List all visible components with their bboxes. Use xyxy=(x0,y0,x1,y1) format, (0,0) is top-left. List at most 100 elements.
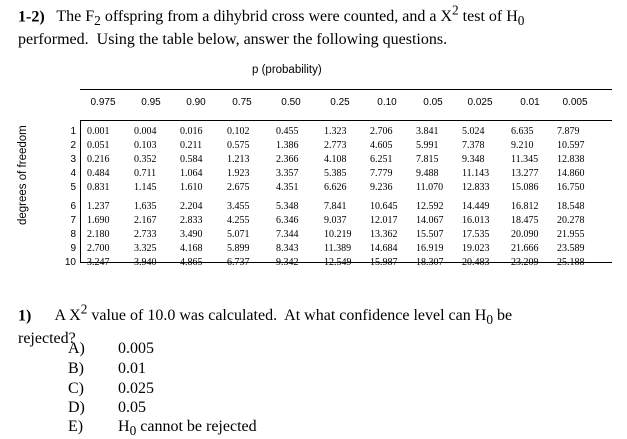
column-header: 0.05 xyxy=(423,97,443,108)
table-cell: 16.919 xyxy=(416,243,444,254)
table-cell: 0.575 xyxy=(227,140,250,151)
table-cell: 4.168 xyxy=(180,243,203,254)
table-cell: 25.188 xyxy=(557,257,585,268)
table-cell: 14.684 xyxy=(370,243,398,254)
question-number: 1) xyxy=(18,307,32,325)
question-1: 1) A X2 value of 10.0 was calculated. At… xyxy=(18,301,618,348)
table-cell: 16.812 xyxy=(511,201,539,212)
table-cell: 0.004 xyxy=(134,126,157,137)
table-cell: 2.700 xyxy=(87,243,110,254)
table-cell: 0.051 xyxy=(87,140,110,151)
table-cell: 18.548 xyxy=(557,201,585,212)
df-label: 5 xyxy=(70,182,76,193)
table-cell: 3.490 xyxy=(180,229,203,240)
table-cell: 9.342 xyxy=(276,257,299,268)
option-text[interactable]: 0.05 xyxy=(118,399,146,416)
table-cell: 5.899 xyxy=(227,243,250,254)
table-cell: 21.955 xyxy=(557,229,585,240)
table-cell: 0.102 xyxy=(227,126,250,137)
table-cell: 7.815 xyxy=(416,154,439,165)
table-cell: 10.645 xyxy=(370,201,398,212)
table-cell: 23.209 xyxy=(511,257,539,268)
option-letter[interactable]: B) xyxy=(68,360,84,377)
table-cell: 16.750 xyxy=(557,182,585,193)
column-header: 0.025 xyxy=(467,97,493,108)
table-cell: 9.236 xyxy=(370,182,393,193)
column-header: 0.90 xyxy=(186,97,206,108)
table-cell: 2.675 xyxy=(227,182,250,193)
table-cell: 12.549 xyxy=(324,257,352,268)
table-cell: 9.210 xyxy=(511,140,534,151)
table-cell: 4.108 xyxy=(324,154,347,165)
table-cell: 18.307 xyxy=(416,257,444,268)
table-cell: 1.635 xyxy=(134,201,157,212)
df-label: 7 xyxy=(70,215,76,226)
table-cell: 2.733 xyxy=(134,229,157,240)
table-rule-vertical xyxy=(80,121,81,262)
table-cell: 20.090 xyxy=(511,229,539,240)
table-cell: 0.711 xyxy=(134,168,157,179)
table-cell: 6.635 xyxy=(511,126,534,137)
df-label: 2 xyxy=(70,140,76,151)
table-cell: 5.348 xyxy=(276,201,299,212)
table-cell: 21.666 xyxy=(511,243,539,254)
table-cell: 3.357 xyxy=(276,168,299,179)
table-cell: 7.378 xyxy=(462,140,485,151)
table-cell: 12.833 xyxy=(462,182,490,193)
table-cell: 11.070 xyxy=(416,182,444,193)
table-cell: 14.860 xyxy=(557,168,585,179)
table-cell: 6.251 xyxy=(370,154,393,165)
table-cell: 0.001 xyxy=(87,126,110,137)
table-cell: 0.211 xyxy=(180,140,203,151)
column-header: 0.10 xyxy=(377,97,397,108)
table-cell: 7.779 xyxy=(370,168,393,179)
problem-header: 1-2) The F2 offspring from a dihybrid cr… xyxy=(18,2,618,49)
option-letter[interactable]: A) xyxy=(68,340,85,357)
table-cell: 20.483 xyxy=(462,257,490,268)
option-text[interactable]: 0.01 xyxy=(118,360,146,377)
table-cell: 1.237 xyxy=(87,201,110,212)
option-text[interactable]: 0.025 xyxy=(118,380,154,397)
table-cell: 19.023 xyxy=(462,243,490,254)
table-cell: 6.737 xyxy=(227,257,250,268)
table-cell: 3.455 xyxy=(227,201,250,212)
table-cell: 3.940 xyxy=(134,257,157,268)
table-cell: 0.016 xyxy=(180,126,203,137)
option-letter[interactable]: C) xyxy=(68,380,84,397)
table-cell: 18.475 xyxy=(511,215,539,226)
df-label: 1 xyxy=(70,126,76,137)
table-cell: 5.071 xyxy=(227,229,250,240)
table-cell: 11.345 xyxy=(511,154,539,165)
column-header: 0.01 xyxy=(520,97,540,108)
df-label: 4 xyxy=(70,168,76,179)
option-text[interactable]: H0 cannot be rejected xyxy=(118,418,257,439)
table-cell: 13.277 xyxy=(511,168,539,179)
table-cell: 1.690 xyxy=(87,215,110,226)
option-letter[interactable]: D) xyxy=(68,399,85,416)
table-cell: 2.167 xyxy=(134,215,157,226)
option-letter[interactable]: E) xyxy=(68,418,84,435)
table-cell: 4.255 xyxy=(227,215,250,226)
table-cell: 12.017 xyxy=(370,215,398,226)
problem-text: The F2 offspring from a dihybrid cross w… xyxy=(18,3,525,48)
table-cell: 9.037 xyxy=(324,215,347,226)
table-cell: 3.325 xyxy=(134,243,157,254)
column-header: 0.50 xyxy=(281,97,301,108)
table-cell: 1.064 xyxy=(180,168,203,179)
table-cell: 13.362 xyxy=(370,229,398,240)
table-cell: 0.352 xyxy=(134,154,157,165)
column-header: 0.975 xyxy=(90,97,116,108)
column-header: 0.005 xyxy=(562,97,588,108)
table-cell: 14.449 xyxy=(462,201,490,212)
table-cell: 3.247 xyxy=(87,257,110,268)
table-cell: 3.841 xyxy=(416,126,439,137)
table-cell: 12.838 xyxy=(557,154,585,165)
option-text[interactable]: 0.005 xyxy=(118,340,154,357)
table-cell: 11.389 xyxy=(324,243,352,254)
table-cell: 1.923 xyxy=(227,168,250,179)
df-label: 10 xyxy=(64,257,76,268)
table-cell: 15.086 xyxy=(511,182,539,193)
table-cell: 23.589 xyxy=(557,243,585,254)
table-cell: 15.507 xyxy=(416,229,444,240)
table-cell: 0.455 xyxy=(276,126,299,137)
